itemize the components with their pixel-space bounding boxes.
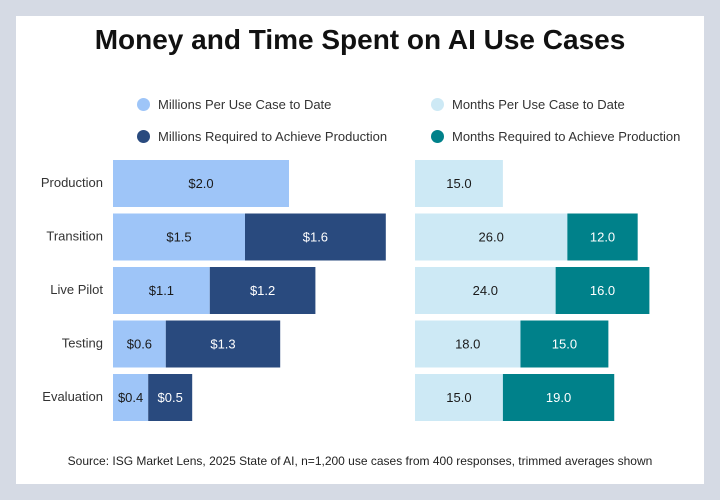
data-label-months-required-testing: 15.0 [552, 336, 577, 351]
data-label-months-to-date-evaluation: 15.0 [446, 390, 471, 405]
legend-label: Millions Required to Achieve Production [158, 128, 388, 144]
legend-label: Millions Per Use Case to Date [158, 96, 332, 112]
bar-months-to-date-live-pilot [415, 267, 556, 314]
legend-item-months-required: Months Required to Achieve Production [431, 126, 680, 146]
chart-title: Money and Time Spent on AI Use Cases [94, 24, 626, 55]
bar-millions-required-transition [245, 213, 386, 261]
data-label-months-required-live-pilot: 16.0 [590, 283, 615, 298]
bar-months-required-testing [520, 320, 609, 368]
data-label-millions-required-evaluation: $0.5 [158, 390, 183, 405]
data-label-millions-required-live-pilot: $1.2 [250, 283, 275, 298]
data-label-months-to-date-transition: 26.0 [479, 229, 504, 244]
category-label-testing: Testing [62, 335, 103, 350]
data-label-months-required-transition: 12.0 [590, 229, 615, 244]
bar-millions-required-live-pilot [209, 267, 316, 314]
bar-months-required-transition [567, 213, 638, 261]
bar-millions-to-date-transition [113, 213, 245, 261]
legend-swatch [431, 129, 444, 143]
source-note: Source: ISG Market Lens, 2025 State of A… [67, 454, 653, 468]
bar-millions-to-date-testing [113, 320, 166, 368]
data-label-months-to-date-live-pilot: 24.0 [473, 283, 498, 298]
category-label-production: Production [41, 175, 103, 190]
bar-months-to-date-production [415, 160, 503, 207]
legend-item-months-to-date: Months Per Use Case to Date [431, 94, 625, 114]
bar-months-to-date-testing [415, 320, 521, 368]
data-label-months-to-date-production: 15.0 [446, 176, 471, 191]
data-label-millions-to-date-testing: $0.6 [127, 336, 152, 351]
data-label-months-required-evaluation: 19.0 [546, 390, 571, 405]
category-label-transition: Transition [46, 228, 103, 243]
legend-label: Months Required to Achieve Production [452, 128, 681, 144]
data-label-millions-to-date-evaluation: $0.4 [118, 390, 143, 405]
category-label-evaluation: Evaluation [42, 389, 103, 404]
legend-item-millions-to-date: Millions Per Use Case to Date [137, 94, 331, 114]
legend-label: Months Per Use Case to Date [452, 96, 625, 112]
bar-months-required-evaluation [502, 374, 615, 421]
data-label-months-to-date-testing: 18.0 [455, 336, 480, 351]
bar-millions-to-date-evaluation [113, 374, 149, 421]
data-label-millions-required-transition: $1.6 [303, 229, 328, 244]
data-label-millions-to-date-live-pilot: $1.1 [149, 283, 174, 298]
bar-millions-required-evaluation [148, 374, 193, 421]
legend-swatch [137, 129, 150, 143]
bar-months-required-live-pilot [555, 267, 650, 314]
data-label-millions-required-testing: $1.3 [210, 336, 235, 351]
category-label-live-pilot: Live Pilot [50, 282, 103, 297]
legend-item-millions-required: Millions Required to Achieve Production [137, 126, 387, 146]
data-label-millions-to-date-transition: $1.5 [166, 229, 191, 244]
bar-millions-to-date-production [113, 160, 289, 207]
legend-swatch [431, 97, 444, 111]
bar-millions-to-date-live-pilot [113, 267, 210, 314]
bar-months-to-date-transition [415, 213, 568, 261]
bar-millions-required-testing [165, 320, 281, 368]
data-label-millions-to-date-production: $2.0 [188, 176, 213, 191]
bar-months-to-date-evaluation [415, 374, 503, 421]
legend-swatch [137, 97, 150, 111]
